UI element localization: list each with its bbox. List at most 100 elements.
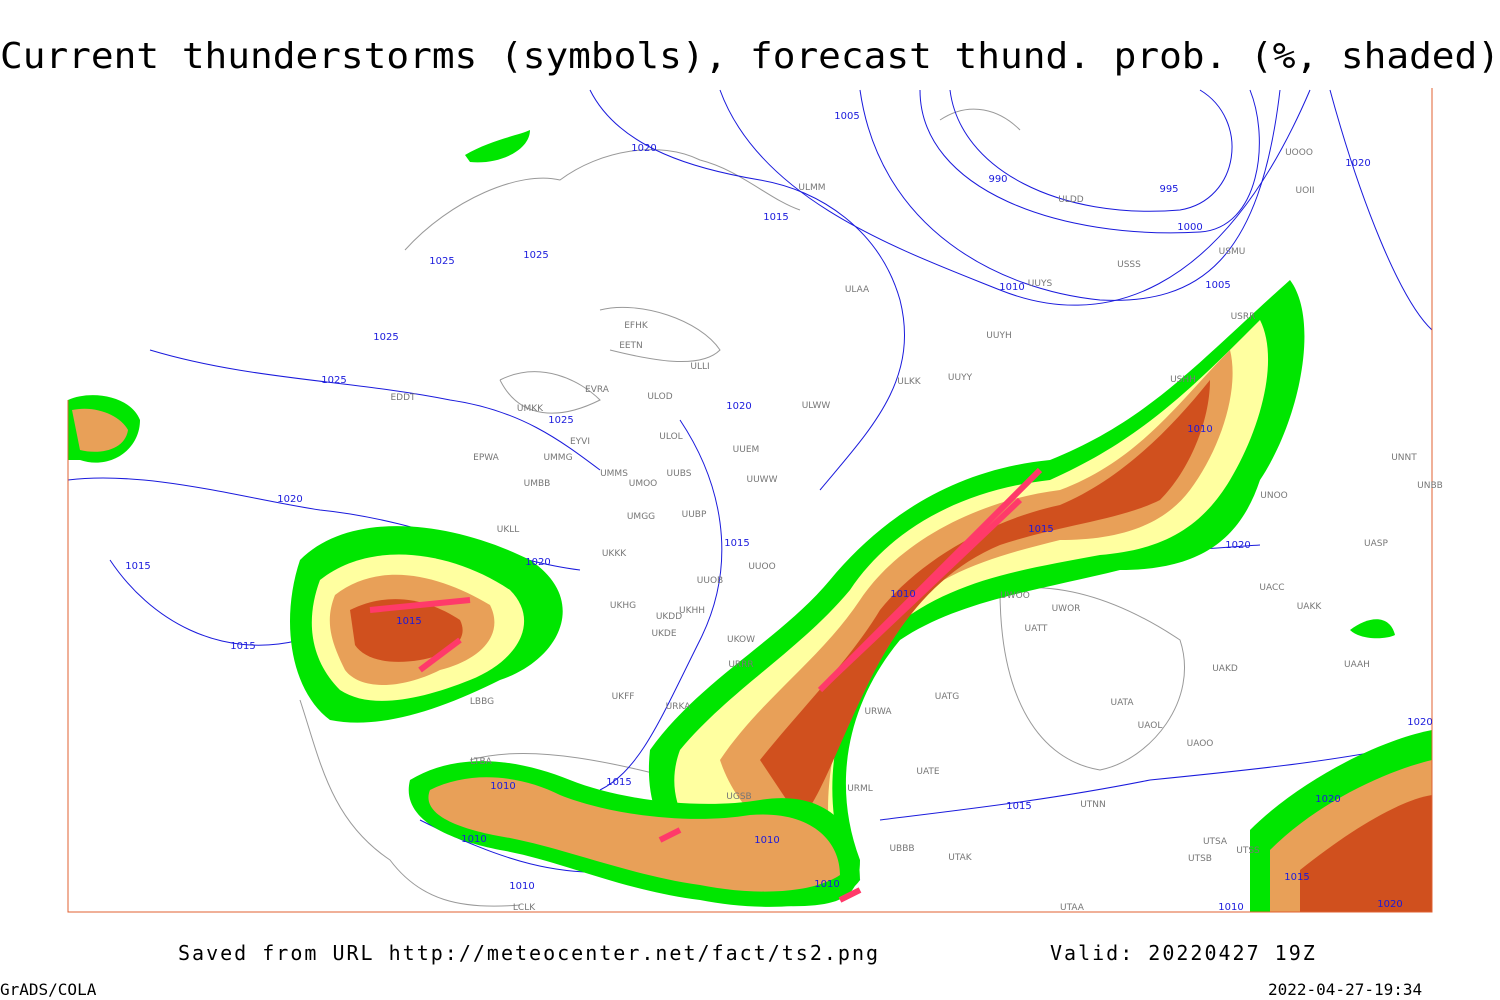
isobar-label: 1025: [548, 415, 573, 426]
station-label: UMBB: [524, 479, 551, 489]
isobar-label: 1005: [1205, 280, 1230, 291]
station-label: EETN: [619, 341, 643, 351]
station-label: USRR: [1231, 312, 1256, 322]
station-label: UATG: [935, 692, 960, 702]
isobar-label: 1010: [1187, 424, 1212, 435]
station-label: UATT: [1025, 624, 1048, 634]
station-label: UAOL: [1138, 721, 1163, 731]
station-label: UMKK: [517, 404, 544, 414]
station-label: ULMM: [798, 183, 825, 193]
station-label: UKDE: [651, 629, 676, 639]
station-label: USSS: [1117, 260, 1141, 270]
title: Current thunderstorms (symbols), forecas…: [0, 36, 1500, 77]
isobar-label: 1015: [1028, 524, 1053, 535]
station-label: LTBA: [470, 757, 492, 767]
station-label: UOII: [1296, 186, 1315, 196]
station-label: UACC: [1259, 583, 1284, 593]
timestamp: 2022-04-27-19:34: [1268, 980, 1422, 999]
station-label: UWOO: [1000, 591, 1030, 601]
station-label: EYVI: [570, 437, 590, 447]
valid-time: Valid: 20220427 19Z: [1050, 941, 1317, 965]
station-label: UASP: [1364, 539, 1388, 549]
station-label: URWA: [864, 707, 892, 717]
isobar-label: 1020: [631, 143, 656, 154]
isobar-label: 1020: [726, 401, 751, 412]
station-label: UUYS: [1028, 279, 1053, 289]
isobar-label: 1015: [125, 561, 150, 572]
isobar-label: 1020: [1407, 717, 1432, 728]
station-label: EDDT: [390, 393, 416, 403]
station-label: UTAK: [948, 853, 973, 863]
station-label: UTSA: [1203, 837, 1228, 847]
station-label: UAKK: [1297, 602, 1323, 612]
station-label: UKHG: [610, 601, 636, 611]
isobar-label: 1015: [396, 616, 421, 627]
isobar-label: 1020: [1377, 899, 1402, 910]
station-label: UGSB: [726, 792, 751, 802]
station-label: EFHK: [624, 321, 649, 331]
station-label: URML: [847, 784, 873, 794]
isobar-label: 1015: [230, 641, 255, 652]
station-label: UBBB: [889, 844, 914, 854]
station-label: UNBB: [1417, 481, 1443, 491]
station-label: UUEM: [733, 445, 760, 455]
isobar-label: 1025: [373, 332, 398, 343]
station-label: ULOL: [659, 432, 682, 442]
station-label: UUYY: [948, 373, 973, 383]
station-label: UUOB: [697, 576, 723, 586]
station-label: URKA: [666, 702, 692, 712]
isobar-label: 1005: [834, 111, 859, 122]
station-label: UMGG: [627, 512, 655, 522]
station-label: ULWW: [802, 401, 831, 411]
isobar-label: 1020: [525, 557, 550, 568]
source-url: Saved from URL http://meteocenter.net/fa…: [178, 941, 880, 965]
map-frame: [67, 88, 1433, 913]
station-label: UWOR: [1052, 604, 1081, 614]
station-label: URRR: [728, 660, 753, 670]
station-label: USMU: [1219, 247, 1246, 257]
isobar-label: 1010: [490, 781, 515, 792]
station-label: UUOO: [748, 562, 775, 572]
station-label: UMMS: [600, 469, 628, 479]
station-label: UNOO: [1260, 491, 1288, 501]
isobar-label: 1025: [429, 256, 454, 267]
software: GrADS/COLA: [0, 980, 97, 999]
station-label: UKOW: [727, 635, 755, 645]
map-area: 1020 1005 990 995 1000 1015 1025 1025 1025 1025 10…: [67, 88, 1443, 913]
station-label: EVRA: [585, 385, 610, 395]
station-label: UUYH: [986, 331, 1011, 341]
station-label: ULAA: [845, 285, 870, 295]
isobar-label: 1010: [509, 881, 534, 892]
station-label: UKLL: [497, 525, 520, 535]
station-label: UATA: [1110, 698, 1134, 708]
isobar-label: 1015: [763, 212, 788, 223]
thunderstorm-symbols: [369, 467, 1043, 903]
station-label: UAKD: [1212, 664, 1238, 674]
station-label: UUWW: [747, 475, 778, 485]
station-label: UUBS: [667, 469, 692, 479]
isobar-label: 1010: [461, 834, 486, 845]
station-label: UTSB: [1188, 854, 1212, 864]
station-label: UKKK: [602, 549, 627, 559]
isobar-label: 1000: [1177, 222, 1202, 233]
isobar-label: 1010: [1218, 902, 1243, 913]
station-label: UOOO: [1285, 148, 1313, 158]
isobar-label: 1020: [1345, 158, 1370, 169]
isobar-label: 1010: [890, 589, 915, 600]
isobar-label: 1025: [321, 375, 346, 386]
isobar-label: 1020: [277, 494, 302, 505]
probability-shading: [68, 130, 1432, 912]
isobar-label: 1010: [999, 282, 1024, 293]
map-labels: 1020 1005 990 995 1000 1015 1025 1025 1025 1025 10…: [125, 111, 1443, 913]
isobar-label: 995: [1159, 184, 1178, 195]
isobar-label: 1025: [523, 250, 548, 261]
isobar-label: 1010: [754, 835, 779, 846]
station-label: USHH: [1170, 375, 1196, 385]
isobar-label: 1015: [724, 538, 749, 549]
station-label: UAOO: [1187, 739, 1214, 749]
isobar-label: 1010: [814, 879, 839, 890]
coastlines: [299, 108, 1185, 907]
station-label: ULKK: [897, 377, 922, 387]
station-label: UKFF: [612, 692, 635, 702]
